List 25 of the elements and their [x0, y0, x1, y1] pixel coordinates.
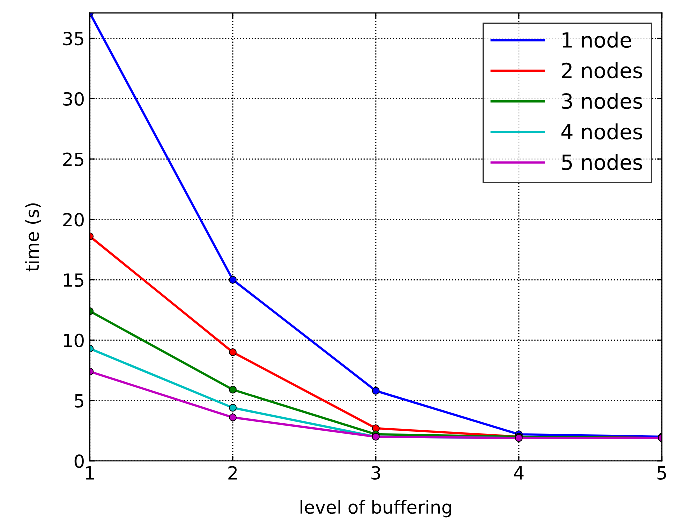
- y-tick-label: 10: [64, 334, 84, 348]
- legend-label: 5 nodes: [562, 154, 642, 170]
- x-tick-label: 1: [86, 466, 94, 480]
- x-tick-label: 4: [514, 466, 524, 480]
- legend-label: 2 nodes: [562, 62, 642, 79]
- y-tick-label: 35: [64, 32, 84, 46]
- x-axis-title: level of buffering: [300, 500, 452, 518]
- x-tick-label: 2: [228, 466, 237, 480]
- legend-label: 3 nodes: [562, 93, 642, 110]
- x-tick-label: 5: [658, 466, 666, 480]
- y-tick-label: 30: [64, 92, 84, 106]
- legend-label: 1 node: [562, 32, 632, 48]
- point: [229, 276, 237, 284]
- y-tick-label: 5: [75, 394, 84, 408]
- point: [229, 348, 237, 356]
- y-axis-title: time (s): [25, 204, 42, 272]
- point: [229, 386, 237, 394]
- point: [229, 414, 237, 422]
- y-tick-label: 20: [64, 213, 84, 227]
- x-tick-label: 3: [372, 466, 380, 480]
- y-tick-label: 15: [64, 274, 84, 288]
- point: [372, 387, 380, 395]
- legend-label: 4 nodes: [562, 124, 642, 140]
- y-tick-label: 0: [74, 454, 84, 468]
- y-tick-label: 25: [64, 152, 84, 166]
